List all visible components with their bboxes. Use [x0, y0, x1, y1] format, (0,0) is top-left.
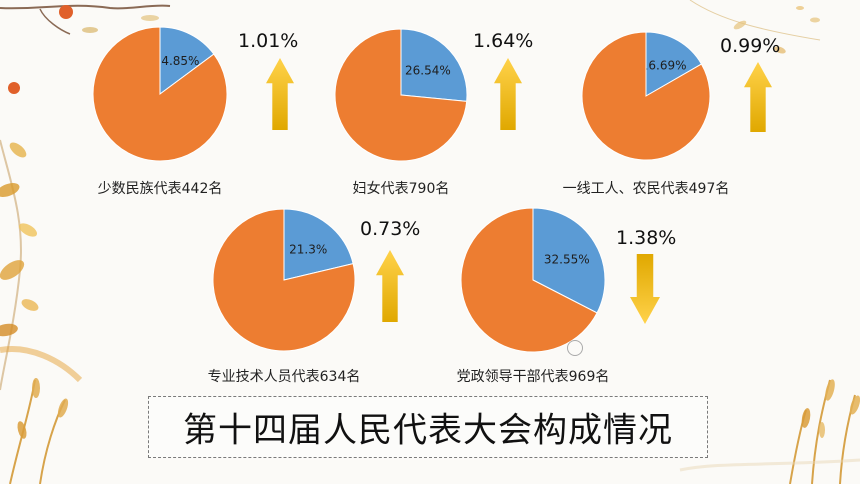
arrow-up-icon [266, 58, 294, 130]
change-value: 1.38% [616, 227, 677, 249]
pie-chart-4: 21.3% [212, 208, 356, 352]
title-box: 第十四届人民代表大会构成情况 [148, 396, 708, 458]
slice-data-label: 32.55% [544, 252, 590, 266]
slice-data-label: 26.54% [405, 64, 451, 78]
change-value: 1.01% [238, 30, 299, 52]
pie-slice-share [283, 208, 354, 281]
arrow-up-icon [376, 250, 404, 322]
pie-chart-1: 14.85% [92, 26, 228, 162]
pie-slice-rest [334, 28, 468, 162]
pie-slice-share [645, 31, 703, 97]
slice-data-label: 14.85% [154, 54, 200, 68]
arrow-up-icon [494, 58, 522, 130]
chart-caption: 专业技术人员代表634名 [207, 369, 361, 385]
change-value: 1.64% [473, 30, 534, 52]
pie-chart-3: 16.69% [581, 31, 711, 161]
chart-caption: 党政领导干部代表969名 [456, 369, 610, 385]
pie-slice-share [159, 26, 215, 95]
arrow-down-icon [630, 254, 660, 324]
pie-slice-rest [212, 208, 356, 352]
arrow-up-icon [744, 62, 772, 132]
pie-slice-rest [92, 26, 228, 162]
slice-data-label: 16.69% [641, 59, 687, 73]
pie-slice-share [400, 28, 468, 102]
slide-title: 第十四届人民代表大会构成情况 [183, 410, 673, 451]
pie-chart-2: 26.54% [334, 28, 468, 162]
change-value: 0.73% [360, 218, 421, 240]
chart-caption: 一线工人、农民代表497名 [562, 181, 730, 197]
chart-caption: 少数民族代表442名 [97, 181, 223, 197]
cursor-ring [567, 340, 583, 356]
change-value: 0.99% [720, 35, 781, 57]
pie-slice-share [532, 207, 606, 314]
pie-chart-5: 32.55% [460, 207, 606, 353]
pie-slice-rest [581, 31, 711, 161]
slice-data-label: 21.3% [289, 242, 327, 256]
chart-caption: 妇女代表790名 [352, 181, 450, 197]
